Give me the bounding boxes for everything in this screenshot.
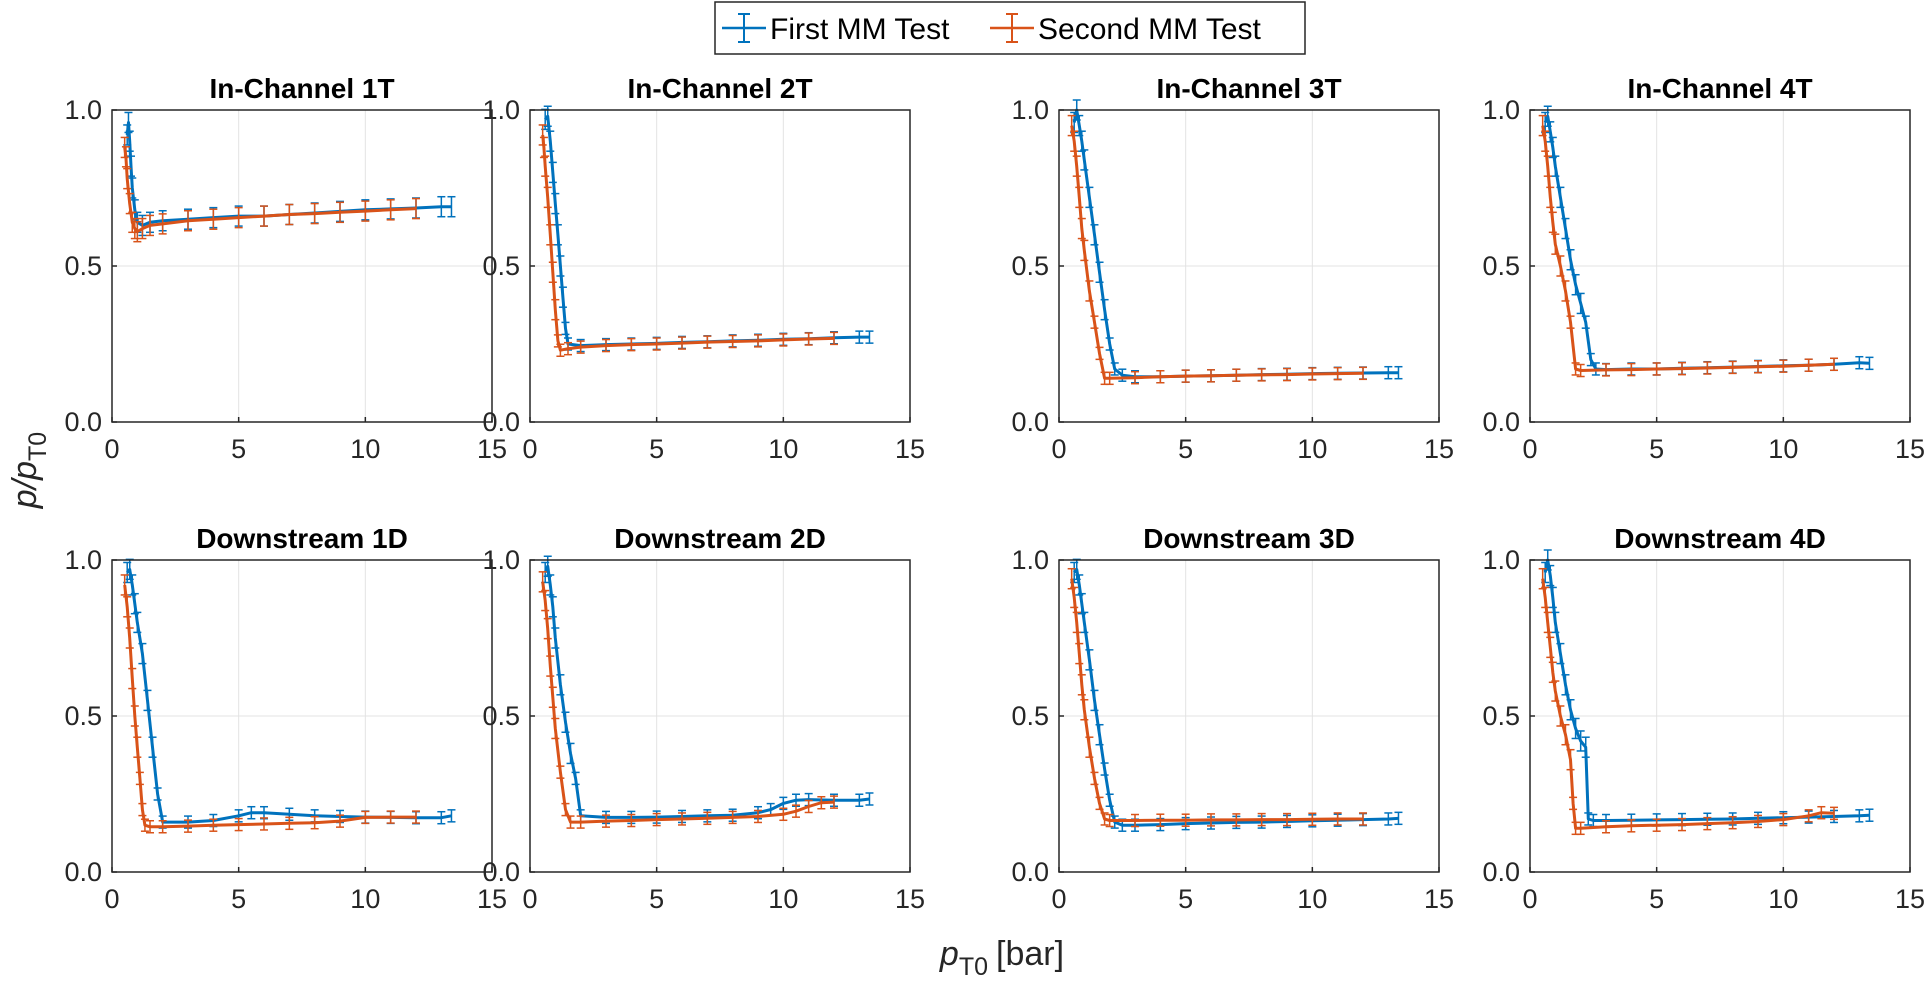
x-tick-label: 0 bbox=[1051, 884, 1066, 914]
panel-title: Downstream 3D bbox=[1143, 523, 1355, 554]
y-axis-label: p/pT0 bbox=[6, 432, 52, 509]
x-tick-label: 5 bbox=[1178, 884, 1193, 914]
y-tick-label: 0.0 bbox=[482, 857, 520, 887]
y-tick-label: 1.0 bbox=[64, 95, 102, 125]
x-tick-label: 15 bbox=[477, 434, 507, 464]
x-tick-label: 5 bbox=[231, 884, 246, 914]
x-tick-label: 10 bbox=[350, 434, 380, 464]
y-tick-label: 0.5 bbox=[1482, 251, 1520, 281]
x-tick-label: 0 bbox=[1522, 884, 1537, 914]
legend: First MM Test Second MM Test bbox=[714, 1, 1306, 55]
x-tick-label: 15 bbox=[1424, 884, 1454, 914]
x-tick-label: 15 bbox=[895, 434, 925, 464]
x-tick-label: 0 bbox=[104, 884, 119, 914]
y-tick-label: 0.5 bbox=[64, 701, 102, 731]
x-tick-label: 10 bbox=[768, 434, 798, 464]
y-tick-label: 0.0 bbox=[482, 407, 520, 437]
y-tick-label: 1.0 bbox=[64, 545, 102, 575]
legend-entry-second: Second MM Test bbox=[1038, 13, 1262, 46]
panel-7: 0 5 10 15 0.0 0.5 1.0 Downstream 3D bbox=[1011, 523, 1454, 914]
y-tick-label: 0.0 bbox=[1482, 407, 1520, 437]
x-tick-label: 10 bbox=[1297, 884, 1327, 914]
y-tick-label: 1.0 bbox=[482, 95, 520, 125]
x-tick-label: 10 bbox=[350, 884, 380, 914]
panel-title: In-Channel 2T bbox=[627, 73, 812, 104]
x-tick-label: 5 bbox=[1649, 884, 1664, 914]
x-tick-label: 0 bbox=[1051, 434, 1066, 464]
x-tick-label: 15 bbox=[895, 884, 925, 914]
x-tick-label: 10 bbox=[1768, 434, 1798, 464]
x-tick-label: 5 bbox=[231, 434, 246, 464]
panel-3: 0 5 10 15 0.0 0.5 1.0 In-Channel 3T bbox=[1011, 73, 1454, 464]
y-tick-label: 0.0 bbox=[1482, 857, 1520, 887]
y-tick-label: 0.0 bbox=[1011, 407, 1049, 437]
panel-1: 0 5 10 15 0.0 0.5 1.0 In-Channel 1T bbox=[64, 73, 507, 464]
panel-title: Downstream 1D bbox=[196, 523, 408, 554]
y-tick-label: 0.0 bbox=[1011, 857, 1049, 887]
panel-6: 0 5 10 15 0.0 0.5 1.0 Downstream 2D bbox=[482, 523, 925, 914]
y-tick-label: 1.0 bbox=[1011, 95, 1049, 125]
x-tick-label: 15 bbox=[1895, 884, 1925, 914]
y-tick-label: 1.0 bbox=[1482, 95, 1520, 125]
y-axis-label-sub: T0 bbox=[24, 432, 52, 461]
y-tick-label: 1.0 bbox=[1482, 545, 1520, 575]
x-tick-label: 10 bbox=[768, 884, 798, 914]
panel-4: 0 5 10 15 0.0 0.5 1.0 In-Channel 4T bbox=[1482, 73, 1925, 464]
x-tick-label: 5 bbox=[1649, 434, 1664, 464]
x-tick-label: 0 bbox=[1522, 434, 1537, 464]
x-tick-label: 0 bbox=[522, 884, 537, 914]
panel-title: In-Channel 4T bbox=[1627, 73, 1812, 104]
x-tick-label: 5 bbox=[649, 884, 664, 914]
y-tick-label: 0.5 bbox=[482, 701, 520, 731]
panel-2: 0 5 10 15 0.0 0.5 1.0 In-Channel 2T bbox=[482, 73, 925, 464]
y-tick-label: 0.5 bbox=[1482, 701, 1520, 731]
series-line-second bbox=[541, 581, 835, 824]
panel-5: 0 5 10 15 0.0 0.5 1.0 Downstream 1D bbox=[64, 523, 507, 914]
x-tick-label: 0 bbox=[104, 434, 119, 464]
panel-title: In-Channel 3T bbox=[1156, 73, 1341, 104]
x-axis-label: pT0 [bar] bbox=[939, 935, 1064, 981]
legend-entry-first: First MM Test bbox=[770, 13, 950, 46]
x-tick-label: 5 bbox=[649, 434, 664, 464]
x-tick-label: 15 bbox=[477, 884, 507, 914]
panel-title: In-Channel 1T bbox=[209, 73, 394, 104]
y-tick-label: 0.5 bbox=[482, 251, 520, 281]
y-tick-label: 0.5 bbox=[1011, 251, 1049, 281]
x-axis-label-main: p bbox=[939, 935, 959, 973]
panel-title: Downstream 4D bbox=[1614, 523, 1826, 554]
y-axis-label-main: p/p bbox=[6, 461, 44, 509]
y-tick-label: 0.0 bbox=[64, 857, 102, 887]
x-tick-label: 0 bbox=[522, 434, 537, 464]
panels: 0 5 10 150.00.51.0In-Channel 1T0 5 10 150.00.5… bbox=[64, 73, 1925, 914]
y-tick-label: 0.5 bbox=[64, 251, 102, 281]
x-tick-label: 5 bbox=[1178, 434, 1193, 464]
x-tick-label: 10 bbox=[1768, 884, 1798, 914]
panel-8: 0 5 10 15 0.0 0.5 1.0 Downstream 4D bbox=[1482, 523, 1925, 914]
x-tick-label: 10 bbox=[1297, 434, 1327, 464]
x-tick-label: 15 bbox=[1895, 434, 1925, 464]
panel-title: Downstream 2D bbox=[614, 523, 826, 554]
y-tick-label: 1.0 bbox=[1011, 545, 1049, 575]
x-axis-label-unit: [bar] bbox=[996, 935, 1064, 973]
x-tick-label: 15 bbox=[1424, 434, 1454, 464]
y-tick-label: 0.0 bbox=[64, 407, 102, 437]
y-tick-label: 0.5 bbox=[1011, 701, 1049, 731]
x-axis-label-sub: T0 bbox=[959, 953, 988, 981]
y-tick-label: 1.0 bbox=[482, 545, 520, 575]
